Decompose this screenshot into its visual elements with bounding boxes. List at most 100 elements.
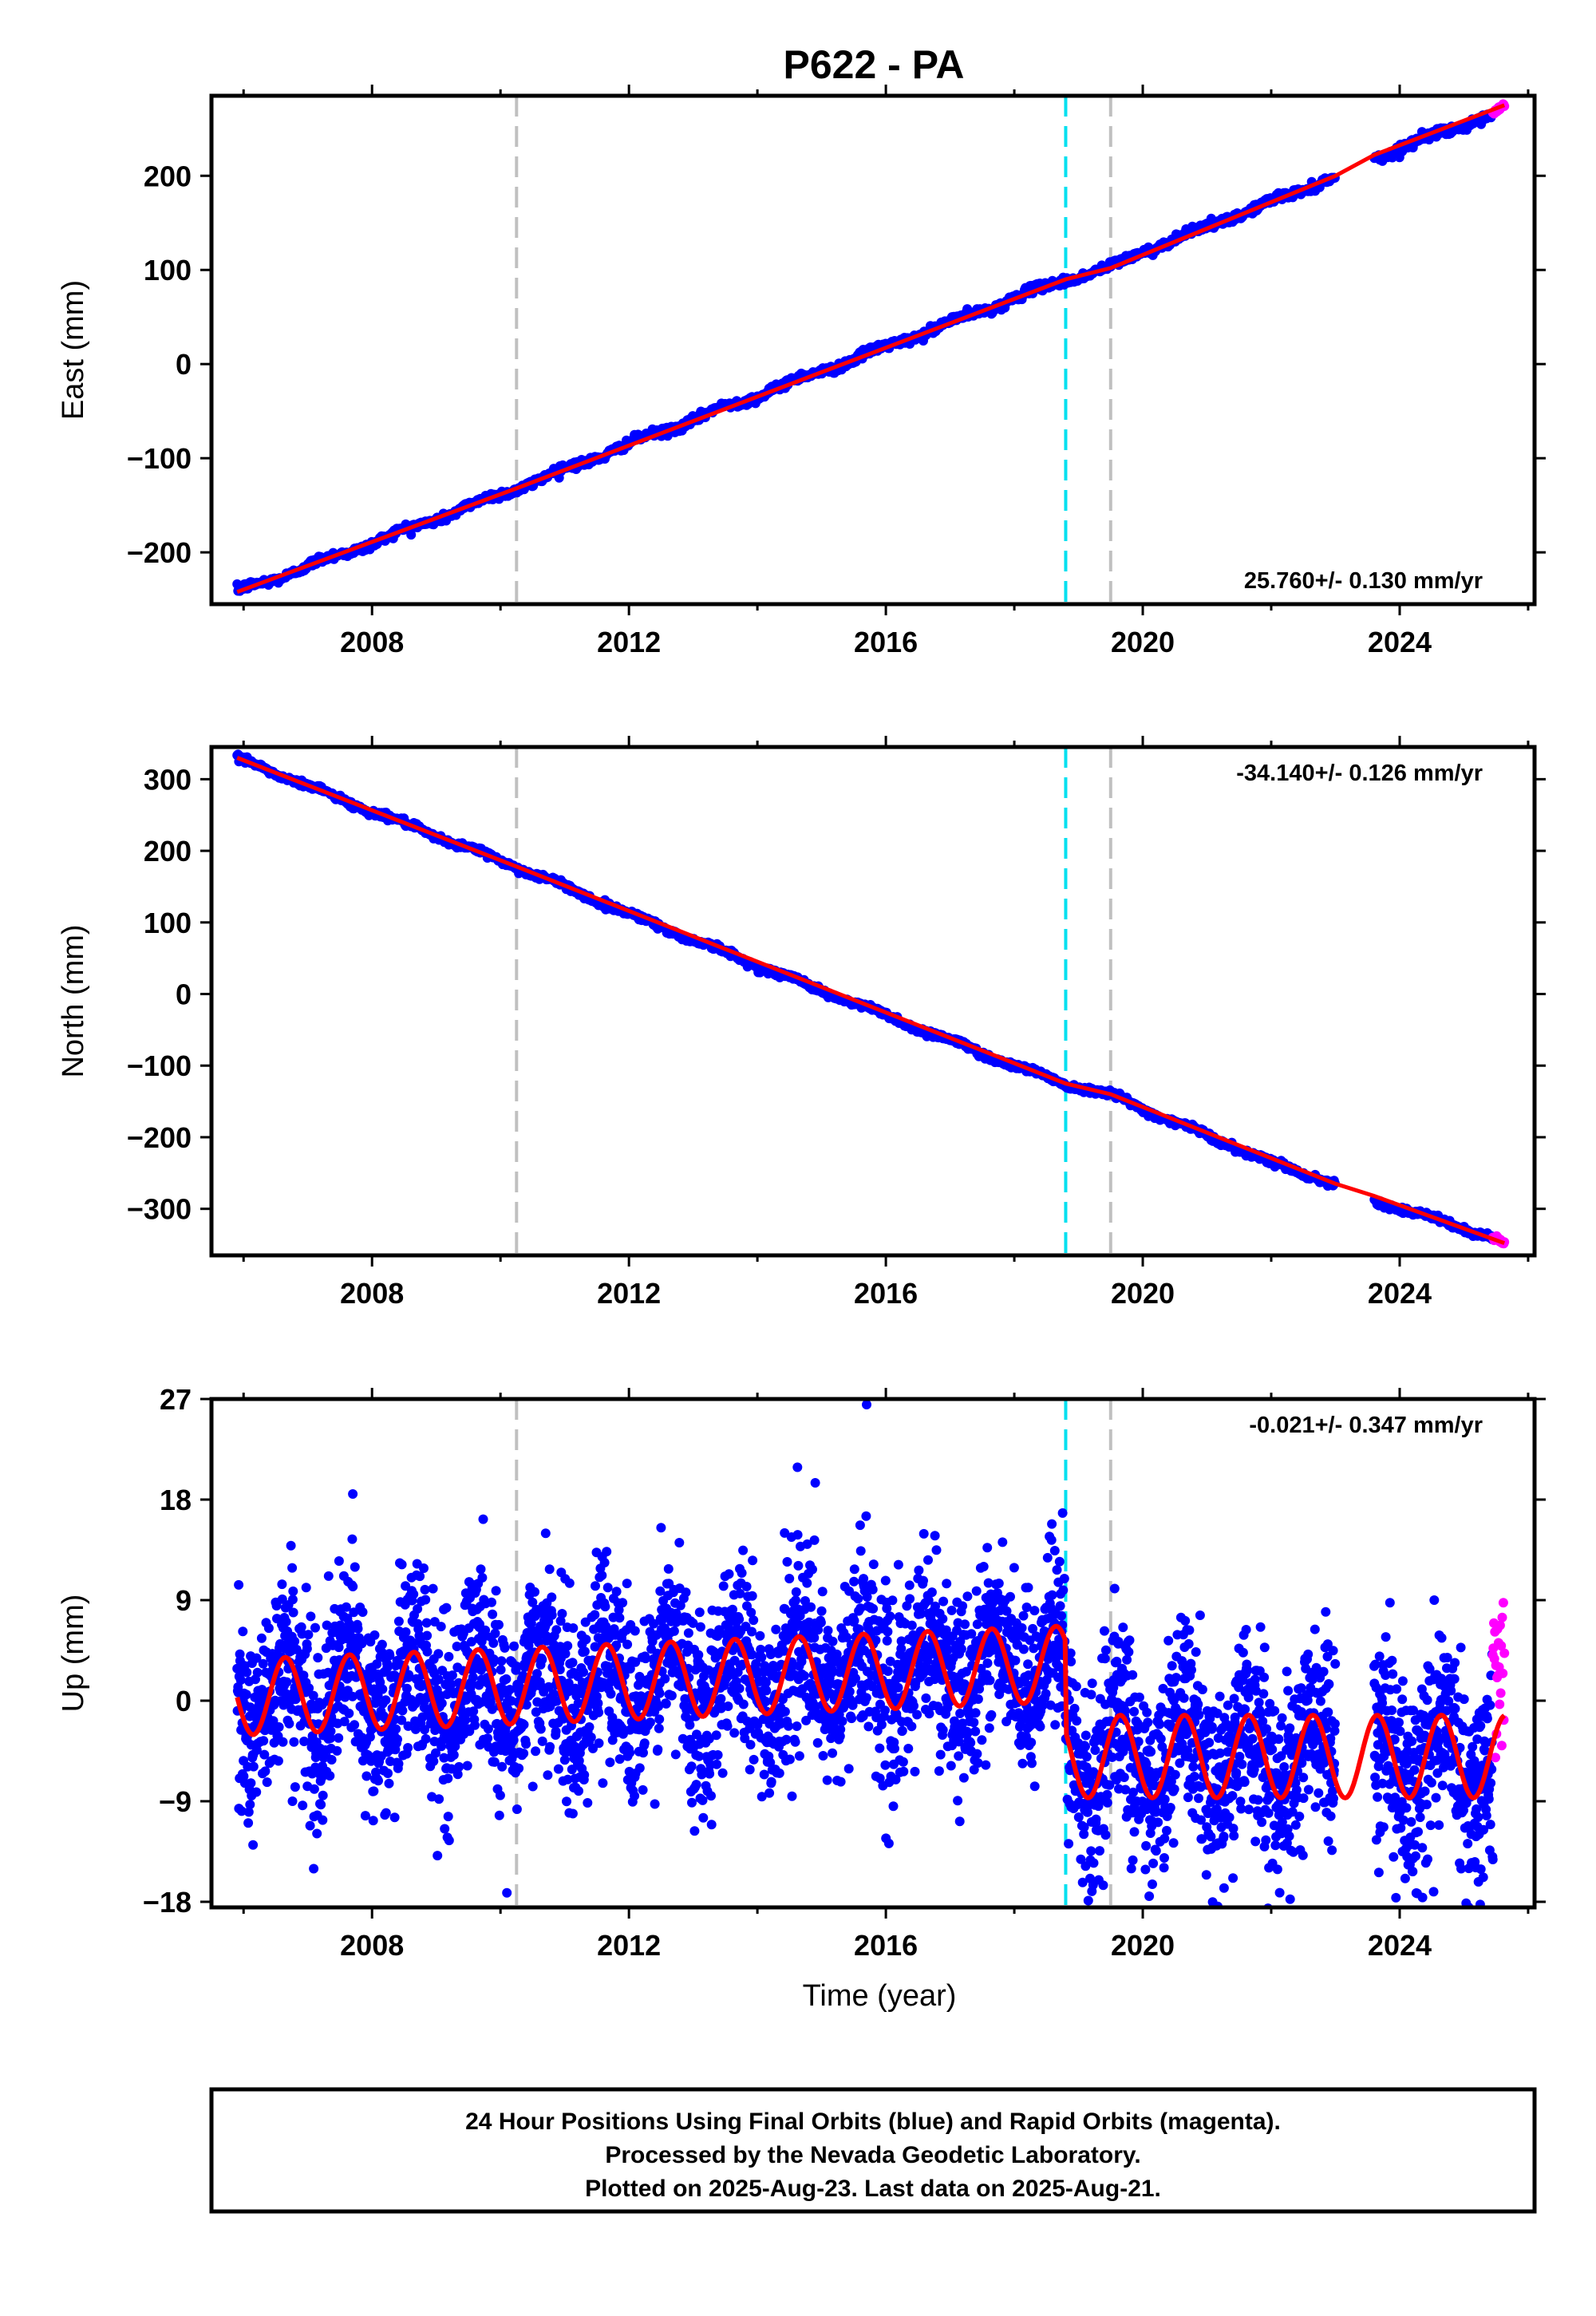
final-orbit-point [397,1715,407,1725]
final-orbit-point [586,1732,596,1742]
final-orbit-point [784,1721,793,1731]
final-orbit-point [318,1790,328,1800]
final-orbit-point [842,1632,852,1642]
x-tick-label: 2008 [340,1277,404,1310]
final-orbit-point [372,1659,382,1670]
final-orbit-point [639,1738,650,1749]
final-orbit-point [282,1677,292,1687]
final-orbit-point [306,1611,316,1622]
chart-title: P622 - PA [784,42,965,87]
final-orbit-point [519,1749,529,1759]
final-orbit-point [806,1602,816,1612]
final-orbit-point [348,1582,358,1591]
east-y-axis-label: East (mm) [57,280,90,420]
final-orbit-point [717,1768,728,1778]
final-orbit-point [829,1657,839,1667]
final-orbit-point [687,1797,697,1808]
final-orbit-point [303,1630,314,1640]
final-orbit-point [828,1748,838,1758]
final-orbit-point [738,1545,749,1555]
final-orbit-point [288,1586,298,1596]
final-orbit-point [428,1583,438,1594]
final-orbit-point [741,1582,752,1591]
final-orbit-point [403,1743,413,1753]
x-tick-label: 2020 [1111,626,1175,658]
final-orbit-point [574,1786,583,1796]
final-orbit-point [747,1591,757,1601]
final-orbit-point [836,1777,846,1787]
final-orbit-point [802,1539,812,1549]
final-orbit-point [287,1796,298,1806]
final-orbit-point [419,1563,429,1573]
final-orbit-point [514,1763,524,1773]
final-orbit-point [738,1699,749,1709]
final-orbit-point [312,1828,322,1839]
final-orbit-point [660,1674,670,1684]
final-orbit-point [781,1734,792,1745]
final-orbit-point [494,1619,504,1630]
final-orbit-point [853,1594,863,1604]
final-orbit-point [278,1737,288,1747]
final-orbit-point [761,1686,772,1696]
final-orbit-point [462,1761,472,1771]
final-orbit-point [649,1618,659,1629]
north-panel-frame [209,745,1537,1258]
final-orbit-point [622,1579,632,1589]
final-orbit-point [429,1737,440,1747]
final-orbit-point [590,1610,600,1620]
final-orbit-point [614,1605,624,1615]
final-orbit-point [844,1686,855,1697]
final-orbit-point [602,1547,612,1557]
final-orbit-point [579,1770,590,1780]
final-orbit-point [530,1587,539,1597]
final-orbit-point [437,1698,447,1709]
final-orbit-point [452,1769,463,1780]
final-orbit-point [564,1578,575,1588]
final-orbit-point [625,1664,635,1674]
final-orbit-point [440,1824,450,1834]
final-orbit-point [611,1587,622,1597]
final-orbit-point [563,1678,574,1689]
final-orbit-point [384,1778,394,1788]
final-orbit-point [653,1745,663,1755]
final-orbit-point [809,1535,820,1545]
final-orbit-point [688,1618,698,1628]
final-orbit-point [735,1588,745,1599]
final-orbit-point [849,1564,859,1575]
final-orbit-point [382,1662,393,1673]
final-orbit-point [655,1586,666,1596]
panels-group: 2008 2012 2016 2020 2024−200−1000100200East … [57,85,1546,2013]
final-orbit-point [526,1618,536,1628]
final-orbit-point [429,1756,439,1766]
final-orbit-point [369,1786,379,1796]
final-orbit-point [420,1725,430,1735]
final-orbit-point [602,1583,613,1593]
east-panel-frame [209,93,1537,607]
final-orbit-point [555,1665,565,1674]
final-orbit-point [301,1583,311,1593]
final-orbit-point [242,1667,252,1678]
final-orbit-point [563,1774,573,1784]
final-orbit-point [723,1701,733,1711]
final-orbit-point [802,1578,812,1588]
final-orbit-point [243,1818,254,1828]
final-orbit-point [618,1598,628,1608]
final-orbit-point [246,1778,256,1788]
final-orbit-point [397,1705,408,1716]
final-orbit-point [713,1750,723,1760]
y-tick-label: −200 [127,1121,192,1154]
final-orbit-point [862,1592,872,1602]
final-orbit-point [816,1618,826,1628]
final-orbit-point [634,1763,645,1773]
final-orbit-point [630,1791,640,1801]
final-orbit-point [243,1807,254,1817]
final-orbit-point [847,1713,857,1724]
final-orbit-point [313,1653,323,1663]
final-orbit-point [527,1597,538,1607]
final-orbit-point [792,1530,803,1540]
final-orbit-point [597,1571,607,1580]
final-orbit-point [716,1694,726,1704]
final-orbit-point [551,1625,562,1635]
